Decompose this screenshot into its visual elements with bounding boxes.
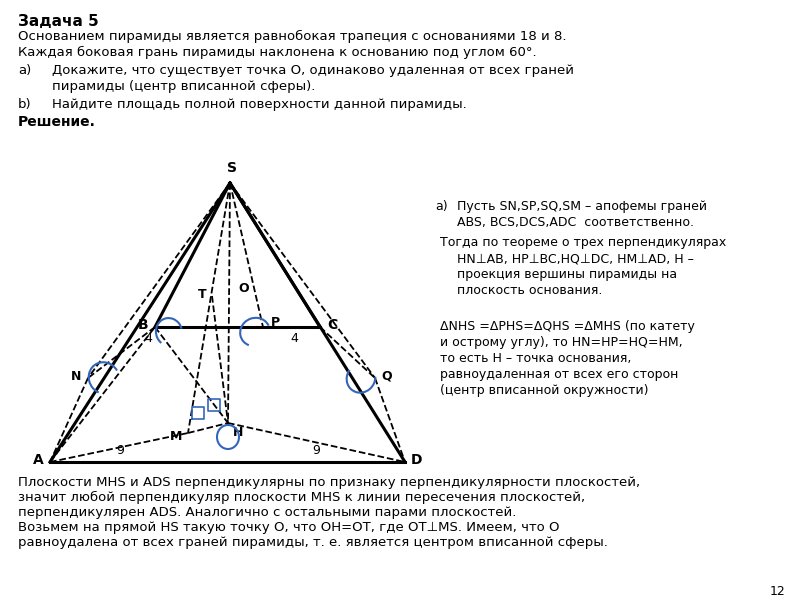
Text: 4: 4 — [290, 331, 298, 344]
Text: 4: 4 — [144, 331, 152, 344]
Text: C: C — [327, 318, 337, 332]
Text: O: O — [238, 281, 250, 295]
Text: (центр вписанной окружности): (центр вписанной окружности) — [440, 384, 649, 397]
Text: M: M — [170, 431, 182, 443]
Text: плоскость основания.: плоскость основания. — [457, 284, 602, 297]
Text: перпендикулярен ADS. Аналогично с остальными парами плоскостей.: перпендикулярен ADS. Аналогично с осталь… — [18, 506, 516, 519]
Text: P: P — [270, 316, 279, 329]
Text: b): b) — [18, 98, 32, 111]
Text: то есть H – точка основания,: то есть H – точка основания, — [440, 352, 631, 365]
Text: A: A — [33, 453, 43, 467]
Text: равноудалена от всех граней пирамиды, т. е. является центром вписанной сферы.: равноудалена от всех граней пирамиды, т.… — [18, 536, 608, 549]
Text: Q: Q — [382, 370, 392, 383]
Text: Возьмем на прямой HS такую точку O, что OH=OT, где OT⊥MS. Имеем, что O: Возьмем на прямой HS такую точку O, что … — [18, 521, 559, 534]
Text: B: B — [138, 318, 148, 332]
Text: ABS, BCS,DCS,ADC  соответственно.: ABS, BCS,DCS,ADC соответственно. — [457, 216, 694, 229]
Text: Плоскости MHS и ADS перпендикулярны по признаку перпендикулярности плоскостей,: Плоскости MHS и ADS перпендикулярны по п… — [18, 476, 640, 489]
Text: HN⊥AB, HP⊥BC,HQ⊥DC, HM⊥AD, H –: HN⊥AB, HP⊥BC,HQ⊥DC, HM⊥AD, H – — [457, 252, 694, 265]
Text: пирамиды (центр вписанной сферы).: пирамиды (центр вписанной сферы). — [52, 80, 315, 93]
Text: Пусть SN,SP,SQ,SM – апофемы граней: Пусть SN,SP,SQ,SM – апофемы граней — [457, 200, 707, 213]
Text: a): a) — [18, 64, 31, 77]
Text: S: S — [227, 161, 237, 175]
Text: 9: 9 — [312, 443, 320, 457]
Text: Найдите площадь полной поверхности данной пирамиды.: Найдите площадь полной поверхности данно… — [52, 98, 466, 111]
Text: a): a) — [435, 200, 448, 213]
Text: Тогда по теореме о трех перпендикулярах: Тогда по теореме о трех перпендикулярах — [440, 236, 726, 249]
Text: 12: 12 — [770, 585, 786, 598]
Text: T: T — [198, 287, 206, 301]
Text: и острому углу), то HN=HP=HQ=HM,: и острому углу), то HN=HP=HQ=HM, — [440, 336, 682, 349]
Text: значит любой перпендикуляр плоскости MHS к линии пересечения плоскостей,: значит любой перпендикуляр плоскости MHS… — [18, 491, 585, 504]
Text: равноудаленная от всех его сторон: равноудаленная от всех его сторон — [440, 368, 678, 381]
Text: Каждая боковая грань пирамиды наклонена к основанию под углом 60°.: Каждая боковая грань пирамиды наклонена … — [18, 46, 537, 59]
Text: D: D — [411, 453, 422, 467]
Text: Докажите, что существует точка O, одинаково удаленная от всех граней: Докажите, что существует точка O, одинак… — [52, 64, 574, 77]
Text: Задача 5: Задача 5 — [18, 14, 98, 29]
Text: H: H — [233, 427, 243, 439]
Text: N: N — [71, 370, 81, 383]
Text: Основанием пирамиды является равнобокая трапеция с основаниями 18 и 8.: Основанием пирамиды является равнобокая … — [18, 30, 566, 43]
Text: проекция вершины пирамиды на: проекция вершины пирамиды на — [457, 268, 677, 281]
Text: Решение.: Решение. — [18, 115, 96, 129]
Text: ΔNHS =ΔPHS=ΔQHS =ΔMHS (по катету: ΔNHS =ΔPHS=ΔQHS =ΔMHS (по катету — [440, 320, 695, 333]
Text: 9: 9 — [116, 443, 124, 457]
